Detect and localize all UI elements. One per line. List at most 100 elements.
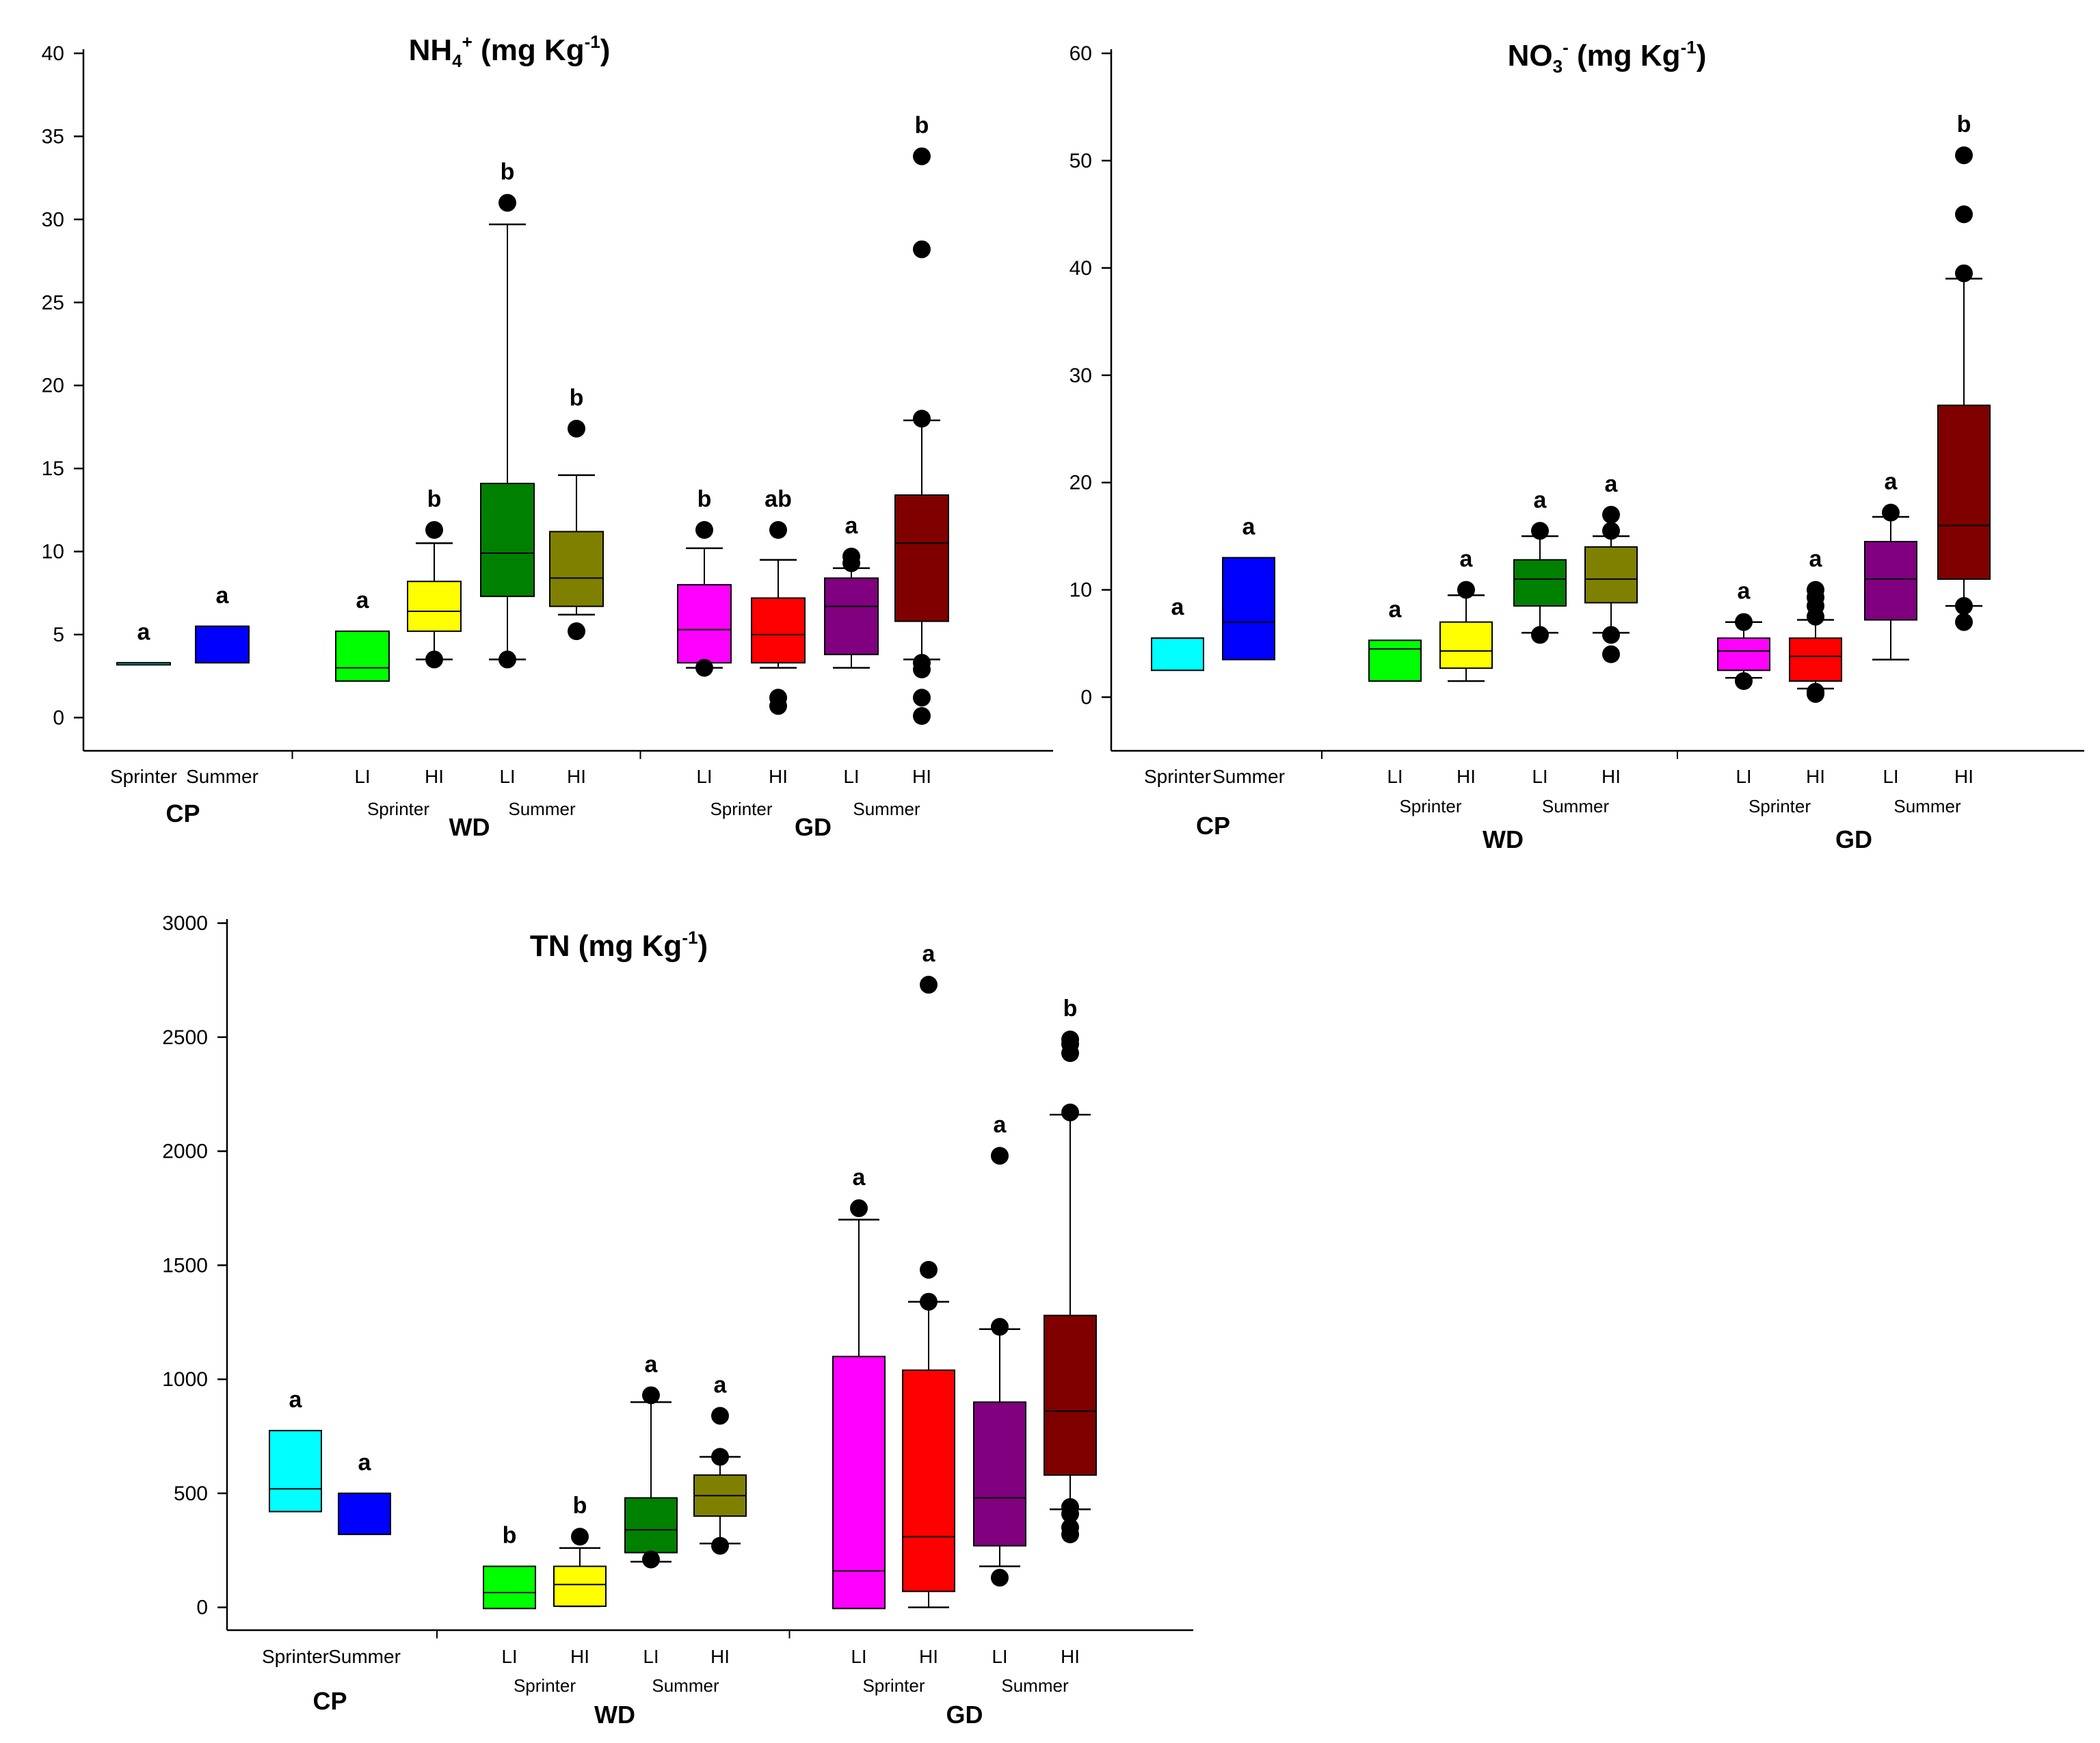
x-category-label: LI: [501, 1646, 517, 1667]
box-4: b: [480, 159, 535, 669]
outlier-point: [1807, 581, 1824, 599]
box-8: a: [1864, 469, 1917, 661]
y-tick-label: 2500: [162, 1026, 208, 1049]
significance-letter: b: [570, 385, 584, 411]
outlier-point: [1531, 626, 1549, 644]
box-3: b: [407, 486, 462, 669]
x-category-label: Summer: [328, 1646, 401, 1667]
outlier-point: [642, 1550, 660, 1569]
box-body: [483, 1565, 536, 1610]
significance-letter: b: [427, 486, 442, 512]
box-body: [269, 1430, 322, 1513]
box-body: [624, 1497, 678, 1554]
outlier-point: [913, 410, 931, 428]
outlier-point: [913, 689, 931, 707]
x-category-label: HI: [1601, 766, 1621, 787]
outlier-point: [568, 622, 585, 641]
outlier-point: [1735, 672, 1753, 690]
x-category-label: LI: [1387, 766, 1403, 787]
y-tick-label: 10: [1069, 579, 1092, 602]
significance-letter: b: [1063, 996, 1078, 1022]
x-group-label: CP: [1196, 812, 1230, 840]
significance-letter: ab: [765, 486, 792, 512]
x-category-label: Summer: [1212, 766, 1285, 787]
x-season-label: Sprinter: [1749, 796, 1811, 816]
y-tick-label: 0: [53, 706, 64, 729]
box-2: a: [1368, 596, 1422, 682]
significance-letter: a: [1460, 546, 1474, 572]
y-tick-label: 0: [196, 1597, 208, 1619]
x-group-label: WD: [1483, 825, 1524, 853]
box-body: [973, 1401, 1026, 1547]
outlier-point: [913, 654, 931, 672]
outlier-point: [711, 1536, 729, 1555]
outlier-point: [1882, 503, 1900, 522]
box-2: b: [483, 1523, 536, 1610]
x-season-label: Summer: [1542, 796, 1610, 816]
significance-letter: b: [915, 113, 929, 139]
x-group-label: GD: [1835, 825, 1872, 853]
box-3: b: [553, 1493, 607, 1608]
significance-letter: b: [573, 1493, 587, 1519]
significance-letter: a: [1171, 594, 1185, 620]
significance-letter: a: [1389, 596, 1403, 622]
title-part: (mg Kg: [1569, 39, 1681, 72]
outlier-point: [1061, 1030, 1079, 1049]
box-3: a: [1439, 546, 1493, 682]
box-body: [1937, 404, 1991, 580]
box-body: [751, 597, 806, 664]
x-category-label: LI: [1883, 766, 1898, 787]
outlier-point: [695, 658, 713, 677]
box-body: [902, 1369, 955, 1593]
x-season-label: Summer: [853, 799, 920, 819]
y-tick-label: 35: [42, 125, 64, 148]
y-tick-label: 60: [1069, 42, 1092, 65]
box-0: a: [116, 619, 171, 666]
box-5: b: [549, 385, 604, 641]
outlier-point: [991, 1569, 1009, 1587]
title-part: -: [1563, 37, 1569, 57]
significance-letter: a: [922, 941, 936, 967]
outlier-point: [642, 1386, 660, 1405]
x-category-label: HI: [1954, 766, 1973, 787]
significance-letter: a: [137, 619, 151, 645]
box-body: [553, 1565, 607, 1607]
x-category-label: HI: [1806, 766, 1825, 787]
y-tick-label: 0: [1080, 687, 1092, 709]
significance-letter: a: [714, 1372, 728, 1398]
significance-letter: a: [1534, 487, 1547, 513]
title-part: +: [462, 31, 473, 52]
box-4: a: [1513, 487, 1567, 644]
box-6: a: [1717, 578, 1770, 690]
y-tick-label: 500: [174, 1482, 208, 1505]
x-category-label: Sprinter: [110, 766, 177, 787]
outlier-point: [711, 1407, 729, 1425]
box-body: [480, 483, 535, 598]
box-body: [832, 1355, 886, 1610]
outlier-point: [1955, 613, 1973, 631]
box-4: a: [624, 1351, 678, 1569]
box-9: b: [1937, 111, 1991, 631]
x-category-label: LI: [354, 766, 370, 787]
outlier-point: [1807, 682, 1824, 701]
title-part: (mg Kg: [473, 34, 585, 67]
x-season-label: Summer: [508, 799, 576, 819]
chart-title: TN (mg Kg-1): [530, 927, 708, 963]
box-body: [1789, 637, 1842, 682]
x-group-label: CP: [165, 799, 200, 827]
outlier-point: [425, 521, 443, 539]
x-season-label: Sprinter: [862, 1675, 925, 1696]
outlier-point: [769, 689, 787, 707]
box-body: [1439, 621, 1493, 669]
outlier-point: [920, 1292, 938, 1311]
outlier-point: [1457, 581, 1475, 599]
box-body: [335, 630, 390, 682]
outlier-point: [1735, 613, 1753, 631]
box-body: [338, 1492, 391, 1535]
box-0: a: [1151, 594, 1204, 671]
outlier-point: [913, 147, 931, 165]
y-tick-label: 25: [42, 291, 64, 314]
outlier-point: [991, 1147, 1009, 1165]
x-season-label: Sprinter: [710, 799, 772, 819]
